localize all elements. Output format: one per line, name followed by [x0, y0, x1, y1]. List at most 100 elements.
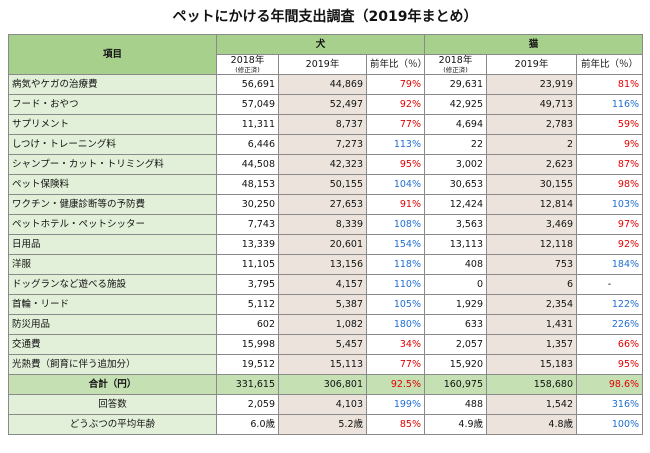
row-label: ドッグランなど遊べる施設	[8, 274, 217, 295]
dog-2019-value: 8,737	[278, 114, 367, 135]
dog-yoy-value: 180%	[365, 314, 426, 335]
dog-2019-value: 44,869	[278, 74, 367, 95]
cat-2018-value: 4.9歳	[424, 414, 488, 435]
cat-yoy-value: 66%	[576, 334, 644, 355]
cat-2019-value: 1,357	[486, 334, 578, 355]
cat-2019-value: 4.8歳	[486, 414, 578, 435]
cat-2018-value: 3,563	[424, 214, 488, 235]
row-label: しつけ・トレーニング料	[8, 134, 217, 155]
cat-2018-value: 22	[424, 134, 488, 155]
dog-2019-value: 306,801	[278, 374, 367, 395]
cat-2018-value: 12,424	[424, 194, 488, 215]
dog-2019-value: 13,156	[278, 254, 367, 275]
cat-2018-value: 30,653	[424, 174, 488, 195]
cat-yoy-value: 97%	[576, 214, 644, 235]
cat-yoy-value: 100%	[576, 414, 644, 435]
dog-2019-value: 5,457	[278, 334, 367, 355]
cat-2019-value: 15,183	[486, 354, 578, 375]
dog-2018-value: 5,112	[216, 294, 279, 315]
dog-yoy-value: 199%	[365, 394, 426, 415]
dog-2018-value: 15,998	[216, 334, 279, 355]
dog-2019-value: 27,653	[278, 194, 367, 215]
dog-2019-value: 52,497	[278, 94, 367, 115]
table-row: シャンプー・カット・トリミング料 44,508 42,323 95% 3,002 2,62…	[8, 154, 644, 175]
cat-2019-value: 2	[486, 134, 578, 155]
header-item: 項目	[8, 34, 217, 75]
cat-2019-value: 158,680	[486, 374, 578, 395]
table-row: サプリメント 11,311 8,737 77% 4,694 2,783 59%	[8, 114, 644, 135]
dog-2018-value: 6.0歳	[216, 414, 279, 435]
cat-yoy-value: 81%	[576, 74, 644, 95]
row-label: 防災用品	[8, 314, 217, 335]
table-row: 病気やケガの治療費 56,691 44,869 79% 29,631 23,919 81%	[8, 74, 644, 95]
dog-2018-value: 3,795	[216, 274, 279, 295]
cat-2019-value: 2,354	[486, 294, 578, 315]
cat-2018-value: 488	[424, 394, 488, 415]
cat-yoy-value: 184%	[576, 254, 644, 275]
header-cat-yoy: 前年比（％）	[576, 54, 644, 75]
cat-2019-value: 30,155	[486, 174, 578, 195]
row-label: 光熱費（飼育に伴う追加分）	[8, 354, 217, 375]
table-row: ペットホテル・ペットシッター 7,743 8,339 108% 3,563 3,469 97…	[8, 214, 644, 235]
dog-2018-value: 331,615	[216, 374, 279, 395]
cat-yoy-value: 103%	[576, 194, 644, 215]
cat-yoy-value: 122%	[576, 294, 644, 315]
cat-2018-value: 15,920	[424, 354, 488, 375]
dog-yoy-value: 92.5%	[365, 374, 426, 395]
cat-2018-value: 408	[424, 254, 488, 275]
dog-yoy-value: 77%	[365, 354, 426, 375]
cat-yoy-value: -	[576, 274, 644, 295]
cat-yoy-value: 92%	[576, 234, 644, 255]
dog-2019-value: 8,339	[278, 214, 367, 235]
cat-2019-value: 12,814	[486, 194, 578, 215]
table-row: 洋服 11,105 13,156 118% 408 753 184%	[8, 254, 644, 275]
dog-2018-value: 30,250	[216, 194, 279, 215]
header-cat: 猫	[424, 34, 644, 55]
table-row: どうぶつの平均年齢 6.0歳 5.2歳 85% 4.9歳 4.8歳 100%	[8, 414, 644, 435]
row-label: 首輪・リード	[8, 294, 217, 315]
dog-yoy-value: 92%	[365, 94, 426, 115]
cat-2019-value: 1,431	[486, 314, 578, 335]
row-label: 合計（円）	[8, 374, 217, 395]
cat-2018-value: 2,057	[424, 334, 488, 355]
cat-2018-value: 13,113	[424, 234, 488, 255]
dog-2019-value: 42,323	[278, 154, 367, 175]
cat-2019-value: 753	[486, 254, 578, 275]
cat-yoy-value: 116%	[576, 94, 644, 115]
dog-yoy-value: 79%	[365, 74, 426, 95]
cat-2019-value: 3,469	[486, 214, 578, 235]
cat-yoy-value: 95%	[576, 354, 644, 375]
row-label: サプリメント	[8, 114, 217, 135]
dog-2019-value: 20,601	[278, 234, 367, 255]
dog-yoy-value: 118%	[365, 254, 426, 275]
row-label: シャンプー・カット・トリミング料	[8, 154, 217, 175]
dog-yoy-value: 34%	[365, 334, 426, 355]
table-row: 合計（円） 331,615 306,801 92.5% 160,975 158,680 98…	[8, 374, 644, 395]
row-label: ワクチン・健康診断等の予防費	[8, 194, 217, 215]
dog-2019-value: 4,157	[278, 274, 367, 295]
dog-2018-value: 48,153	[216, 174, 279, 195]
dog-2018-value: 6,446	[216, 134, 279, 155]
table-row: 首輪・リード 5,112 5,387 105% 1,929 2,354 122%	[8, 294, 644, 315]
table-row: 交通費 15,998 5,457 34% 2,057 1,357 66%	[8, 334, 644, 355]
table-row: ドッグランなど遊べる施設 3,795 4,157 110% 0 6-	[8, 274, 644, 295]
dog-yoy-value: 105%	[365, 294, 426, 315]
cat-yoy-value: 226%	[576, 314, 644, 335]
cat-yoy-value: 316%	[576, 394, 644, 415]
dog-yoy-value: 113%	[365, 134, 426, 155]
header-dog-2019: 2019年	[278, 54, 367, 75]
table-row: ペット保険料 48,153 50,155 104% 30,653 30,155 98%	[8, 174, 644, 195]
header-dog-yoy: 前年比（％）	[365, 54, 426, 75]
dog-2018-value: 13,339	[216, 234, 279, 255]
header-cat-2018: 2018年 (修正済)	[424, 54, 488, 75]
row-label: 洋服	[8, 254, 217, 275]
table-row: 光熱費（飼育に伴う追加分） 19,512 15,113 77% 15,920 15,183…	[8, 354, 644, 375]
table-row: しつけ・トレーニング料 6,446 7,273 113% 22 2 9%	[8, 134, 644, 155]
cat-2019-value: 23,919	[486, 74, 578, 95]
dog-2018-value: 19,512	[216, 354, 279, 375]
row-label: 交通費	[8, 334, 217, 355]
cat-2018-value: 29,631	[424, 74, 488, 95]
dog-yoy-value: 154%	[365, 234, 426, 255]
dog-2018-value: 7,743	[216, 214, 279, 235]
dog-2019-value: 5,387	[278, 294, 367, 315]
